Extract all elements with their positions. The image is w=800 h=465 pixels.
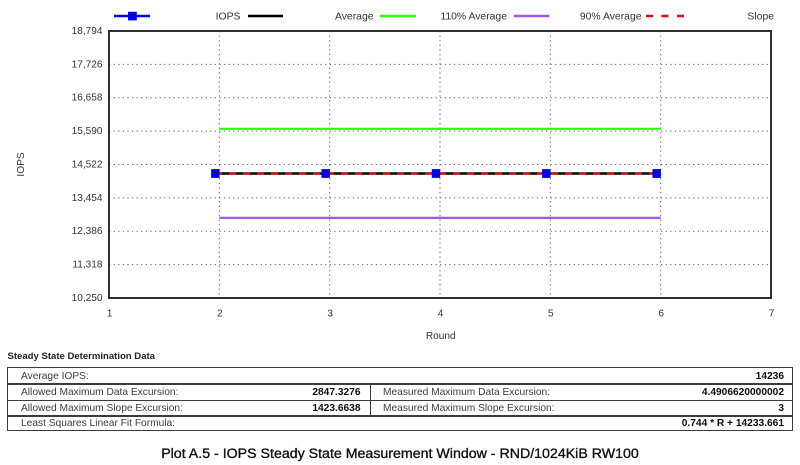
svg-text:18,794: 18,794 <box>72 26 103 37</box>
svg-text:90% Average: 90% Average <box>580 12 642 23</box>
svg-text:6: 6 <box>658 308 664 319</box>
svg-text:IOPS: IOPS <box>16 152 27 176</box>
svg-text:4: 4 <box>438 308 444 319</box>
svg-text:17,726: 17,726 <box>72 59 103 70</box>
svg-text:Slope: Slope <box>747 12 774 23</box>
svg-text:11,318: 11,318 <box>72 260 103 271</box>
svg-text:16,658: 16,658 <box>72 93 103 104</box>
svg-text:2: 2 <box>217 308 223 319</box>
svg-text:7: 7 <box>769 308 775 319</box>
svg-text:5: 5 <box>548 308 554 319</box>
svg-text:1: 1 <box>107 308 113 319</box>
svg-text:3: 3 <box>327 308 333 319</box>
svg-text:Average: Average <box>335 12 374 23</box>
svg-text:15,590: 15,590 <box>72 126 103 137</box>
svg-text:14,522: 14,522 <box>72 159 103 170</box>
svg-text:IOPS: IOPS <box>216 12 241 23</box>
svg-text:12,386: 12,386 <box>72 226 103 237</box>
svg-text:Round: Round <box>426 331 456 342</box>
svg-text:110% Average: 110% Average <box>440 12 507 23</box>
svg-text:10,250: 10,250 <box>72 293 103 304</box>
svg-text:13,454: 13,454 <box>72 193 103 204</box>
